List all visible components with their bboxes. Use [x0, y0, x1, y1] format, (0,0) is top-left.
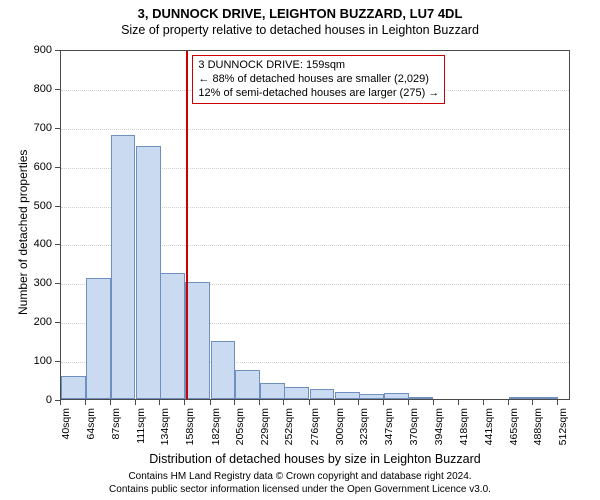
bar [111, 135, 136, 399]
x-tick-mark [135, 400, 136, 405]
x-tick-mark [60, 400, 61, 405]
x-tick-mark [532, 400, 533, 405]
x-tick-mark [309, 400, 310, 405]
x-tick-mark [85, 400, 86, 405]
y-tick-label: 100 [34, 355, 52, 367]
bar [284, 387, 309, 399]
bar [211, 341, 236, 399]
bar [61, 376, 86, 399]
plot-frame: 3 DUNNOCK DRIVE: 159sqm ← 88% of detache… [60, 50, 570, 400]
y-tick-label: 900 [34, 44, 52, 56]
x-tick-mark [334, 400, 335, 405]
y-tick-mark [55, 50, 60, 51]
x-tick-mark [458, 400, 459, 405]
y-tick-label: 300 [34, 277, 52, 289]
bar [509, 397, 534, 399]
x-tick-mark [408, 400, 409, 405]
x-tick-mark [184, 400, 185, 405]
bar [185, 282, 210, 399]
bar [384, 393, 409, 399]
bar [310, 389, 335, 399]
x-tick-mark [110, 400, 111, 405]
footer-line-2: Contains public sector information licen… [0, 483, 600, 496]
x-tick-mark [383, 400, 384, 405]
bar [409, 397, 434, 399]
x-axis-label: Distribution of detached houses by size … [60, 452, 570, 466]
y-tick-mark [55, 206, 60, 207]
x-tick-mark [259, 400, 260, 405]
x-tick-mark [210, 400, 211, 405]
marker-line [186, 51, 188, 399]
bar [359, 394, 384, 399]
x-tick-mark [483, 400, 484, 405]
y-tick-mark [55, 322, 60, 323]
y-tick-mark [55, 89, 60, 90]
x-tick-mark [508, 400, 509, 405]
x-tick-mark [159, 400, 160, 405]
x-tick-mark [433, 400, 434, 405]
bar [86, 278, 111, 399]
bar [260, 383, 285, 399]
bar [335, 392, 360, 399]
footer-attribution: Contains HM Land Registry data © Crown c… [0, 470, 600, 496]
y-tick-label: 0 [46, 394, 52, 406]
plot-area: 3 DUNNOCK DRIVE: 159sqm ← 88% of detache… [60, 50, 570, 400]
x-tick-mark [283, 400, 284, 405]
y-tick-label: 800 [34, 83, 52, 95]
y-axis-label: Number of detached properties [16, 150, 30, 315]
annotation-line-3: 12% of semi-detached houses are larger (… [198, 87, 439, 101]
x-tick-mark [234, 400, 235, 405]
annotation-box: 3 DUNNOCK DRIVE: 159sqm ← 88% of detache… [192, 55, 445, 104]
chart-title-2: Size of property relative to detached ho… [0, 21, 600, 37]
bar [160, 273, 185, 399]
annotation-line-2: ← 88% of detached houses are smaller (2,… [198, 73, 439, 87]
bar [533, 397, 558, 399]
bar [235, 370, 260, 399]
y-tick-mark [55, 283, 60, 284]
y-tick-label: 200 [34, 316, 52, 328]
y-tick-label: 600 [34, 161, 52, 173]
x-tick-mark [557, 400, 558, 405]
y-tick-mark [55, 361, 60, 362]
y-tick-label: 700 [34, 122, 52, 134]
x-tick-mark [358, 400, 359, 405]
bar [136, 146, 161, 399]
y-tick-mark [55, 167, 60, 168]
y-tick-mark [55, 128, 60, 129]
y-tick-mark [55, 244, 60, 245]
y-tick-label: 400 [34, 238, 52, 250]
chart-title-1: 3, DUNNOCK DRIVE, LEIGHTON BUZZARD, LU7 … [0, 0, 600, 21]
y-tick-label: 500 [34, 200, 52, 212]
annotation-line-1: 3 DUNNOCK DRIVE: 159sqm [198, 59, 439, 73]
footer-line-1: Contains HM Land Registry data © Crown c… [0, 470, 600, 483]
